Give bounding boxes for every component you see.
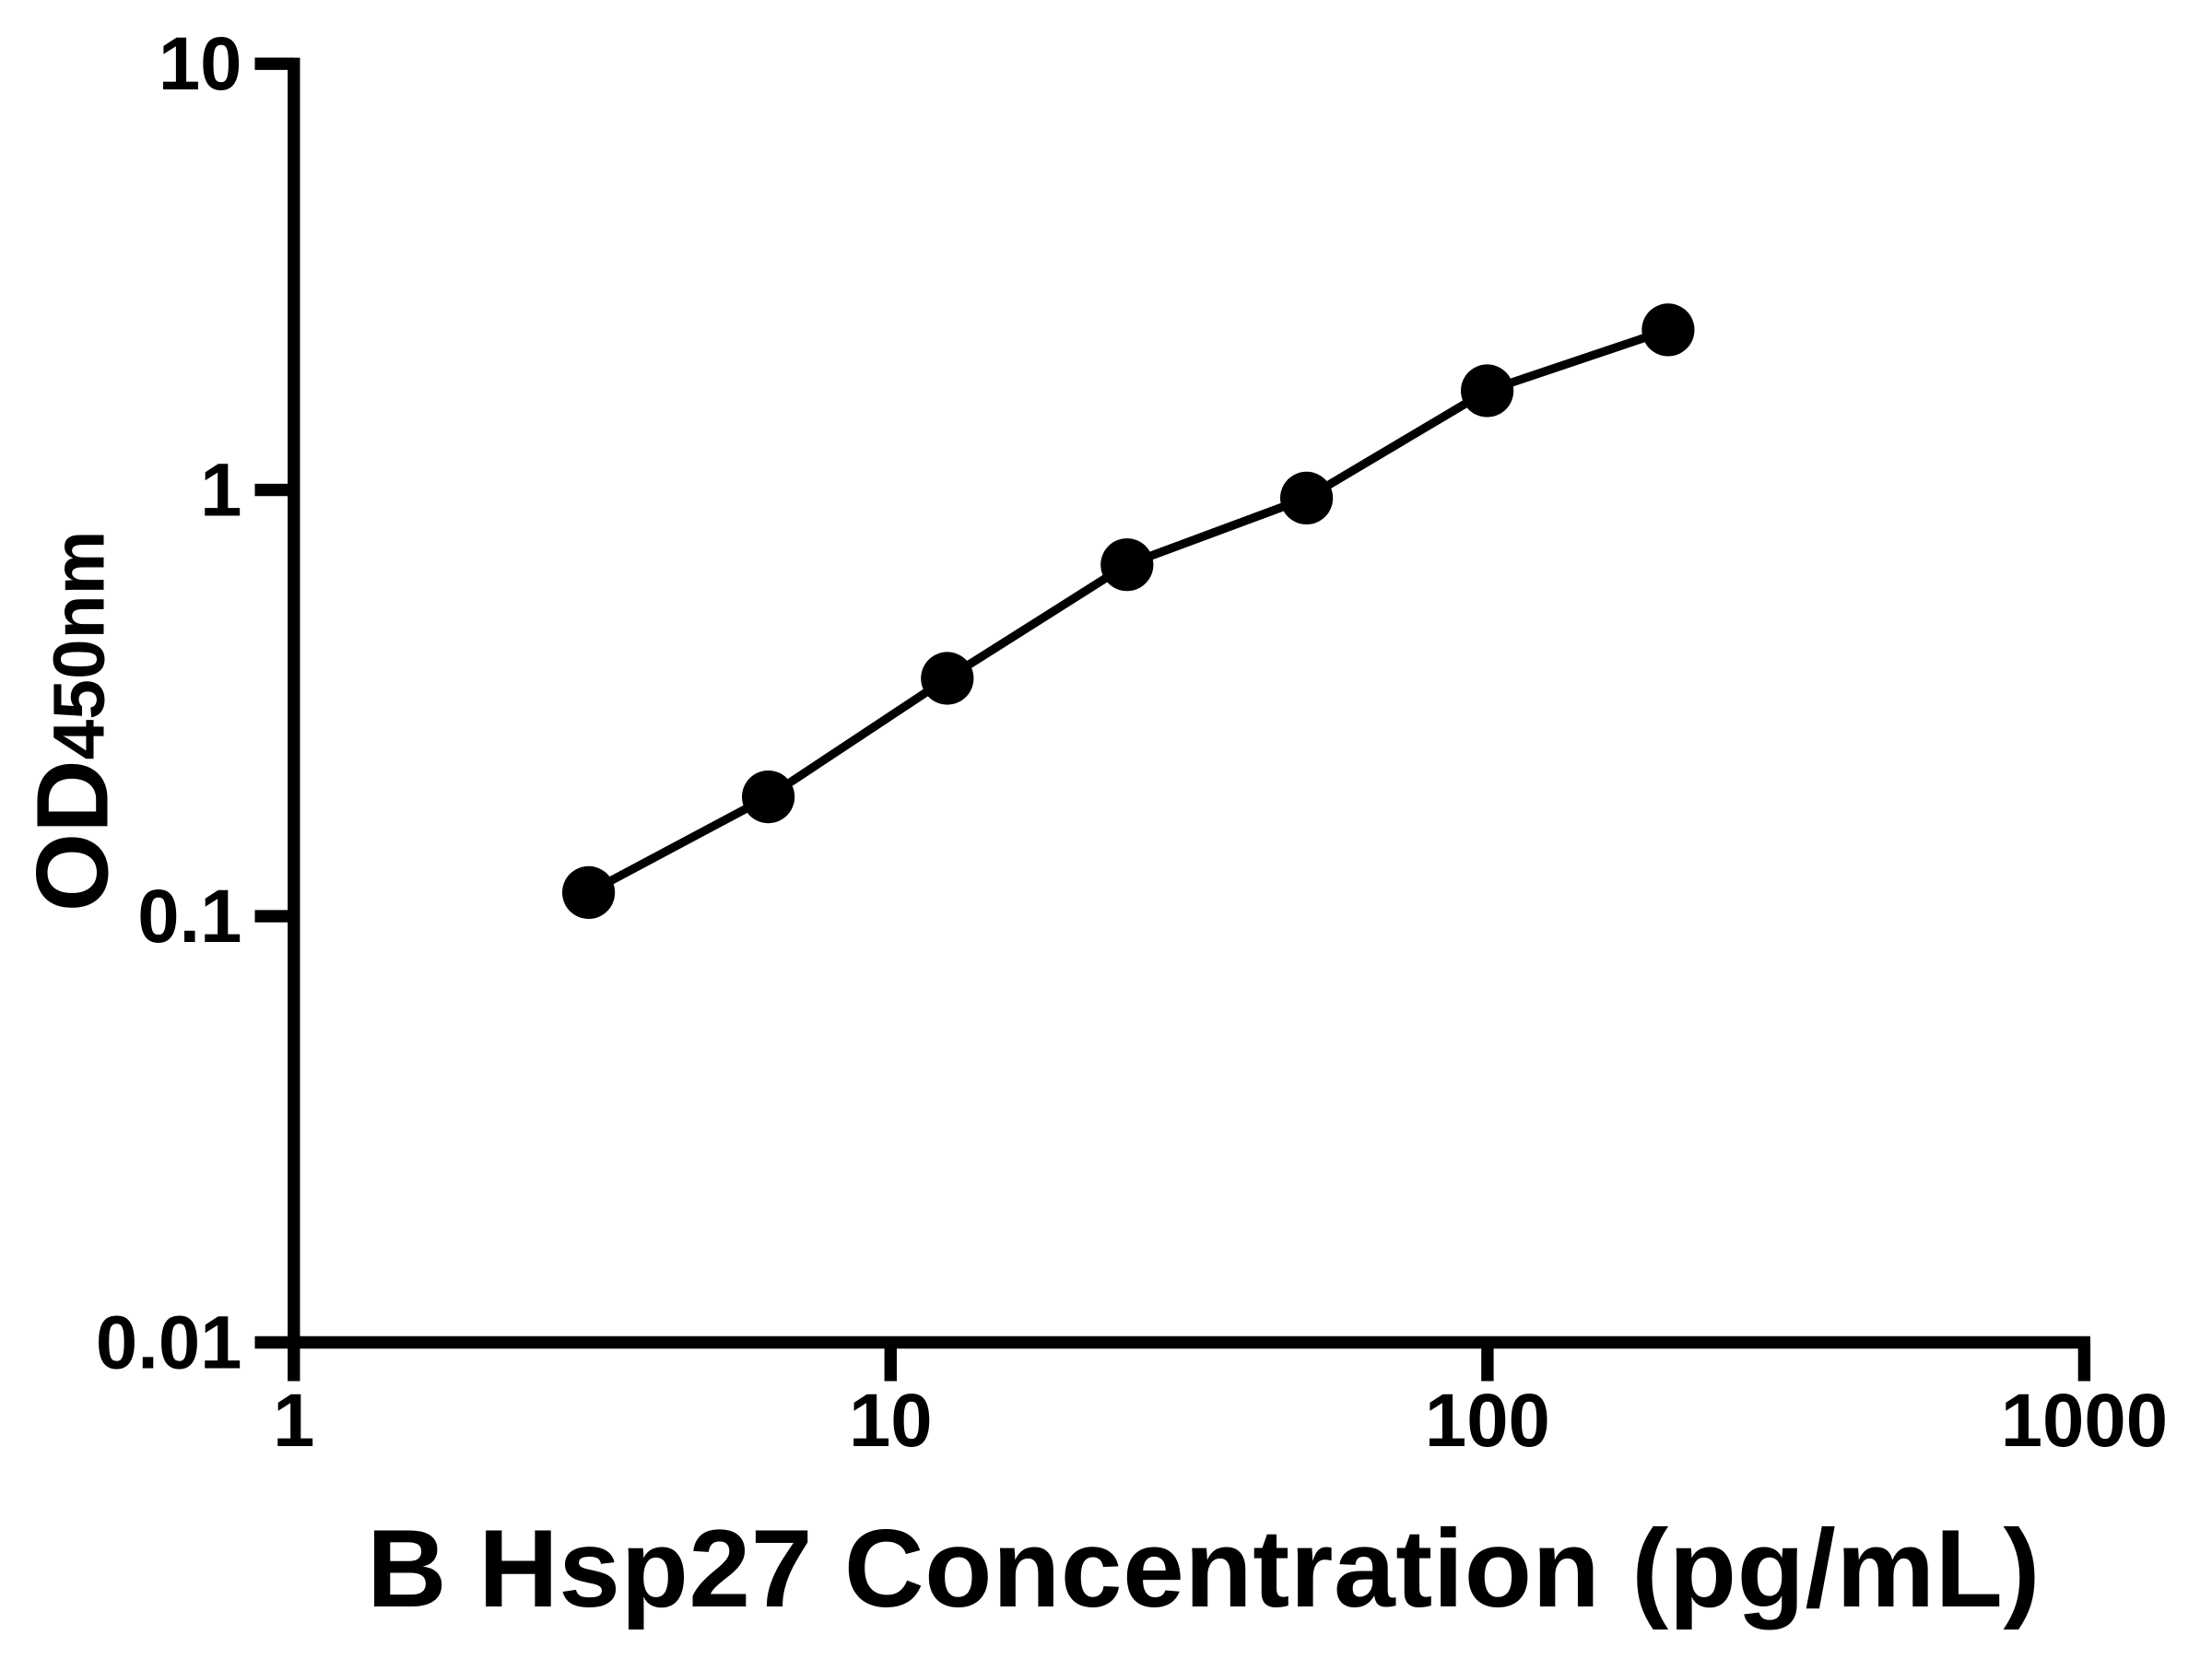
svg-text:1: 1	[273, 1379, 314, 1463]
svg-text:0.01: 0.01	[96, 1301, 242, 1385]
svg-text:B Hsp27 Concentration (pg/mL): B Hsp27 Concentration (pg/mL)	[367, 1507, 2041, 1630]
svg-text:100: 100	[1425, 1379, 1550, 1463]
svg-text:10: 10	[849, 1379, 933, 1463]
svg-text:1000: 1000	[2001, 1379, 2168, 1463]
svg-text:10: 10	[159, 22, 242, 106]
svg-text:0.1: 0.1	[137, 875, 241, 959]
svg-text:1: 1	[200, 449, 241, 533]
svg-text:OD450nm: OD450nm	[17, 531, 130, 912]
